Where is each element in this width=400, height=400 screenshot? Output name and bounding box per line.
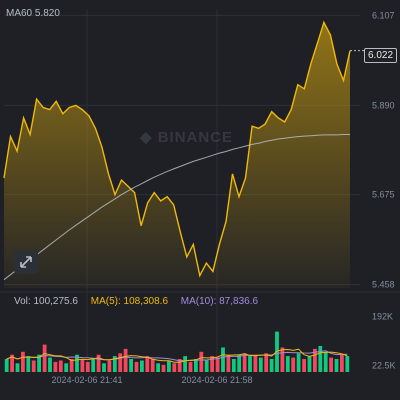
volume-bar	[161, 364, 166, 372]
volume-bar	[167, 360, 171, 372]
x-tick-label: 2024-02-06 21:41	[51, 375, 122, 385]
volume-bar	[96, 354, 101, 372]
volume-bar	[48, 357, 52, 372]
volume-bar	[296, 353, 301, 372]
volume-bar	[118, 353, 123, 372]
volume-bar	[188, 361, 193, 372]
volume-bar	[91, 359, 96, 372]
volume-bar	[75, 354, 79, 372]
volume-bar	[318, 346, 323, 372]
price-tick-label: 5.458	[372, 280, 395, 290]
volume-legend: Vol: 100,275.6 MA(5): 108,308.6 MA(10): …	[14, 296, 260, 307]
ma60-line	[3, 134, 350, 281]
volume-bar	[242, 353, 247, 372]
volume-ma5: MA(5): 108,308.6	[90, 296, 168, 307]
price-line	[3, 20, 351, 278]
volume-bar	[334, 359, 339, 372]
volume-bar	[15, 363, 20, 372]
volume-bar	[37, 354, 41, 372]
volume-bar	[323, 351, 328, 372]
volume-bar	[307, 356, 312, 372]
volume-bar	[177, 359, 182, 372]
volume-ma5-line	[6, 348, 348, 363]
volume-bar	[313, 348, 317, 372]
volume-value: Vol: 100,275.6	[14, 296, 78, 307]
volume-bar	[150, 359, 155, 372]
volume-bar	[4, 359, 9, 372]
current-price-tag: 6.022	[364, 48, 398, 63]
price-area	[4, 22, 350, 289]
expand-arrows-icon	[20, 256, 32, 268]
volume-tick-label: 192K	[372, 312, 393, 322]
volume-bar	[156, 363, 160, 372]
watermark-text: BINANCE	[157, 129, 234, 146]
volume-bar	[26, 356, 31, 372]
volume-bar	[85, 361, 90, 372]
volume-bar	[107, 360, 112, 372]
price-tick-label: 5.890	[372, 100, 395, 110]
binance-logo-icon: ◆	[140, 129, 153, 146]
volume-bar	[285, 356, 290, 372]
volume-bar	[210, 356, 214, 372]
volume-bar	[21, 351, 25, 372]
volume-bar	[80, 359, 85, 372]
volume-bar	[183, 356, 187, 372]
volume-bar	[129, 359, 133, 372]
volume-bar	[231, 359, 236, 372]
volume-bar	[172, 363, 177, 372]
volume-bar	[258, 357, 263, 372]
volume-bar	[31, 360, 36, 372]
volume-tick-label: 22.5K	[372, 361, 396, 371]
volume-bar	[226, 354, 231, 372]
volume-bar	[194, 359, 198, 372]
price-tick-label: 6.107	[372, 10, 395, 20]
ma60-label: MA60 5.820	[6, 8, 60, 19]
price-tick-label: 5.675	[372, 190, 395, 200]
volume-bar	[345, 356, 350, 372]
volume-bar	[10, 354, 14, 372]
volume-bar	[264, 353, 269, 372]
volume-bar	[253, 354, 258, 372]
volume-bar	[248, 356, 252, 372]
volume-bar	[145, 356, 150, 372]
expand-button[interactable]	[14, 250, 38, 274]
volume-bar	[123, 348, 128, 372]
volume-bar	[280, 347, 285, 372]
volume-bar	[291, 357, 296, 372]
volume-bar	[329, 357, 333, 372]
volume-bar	[221, 347, 225, 372]
volume-bar	[102, 363, 106, 372]
volume-bar	[237, 354, 242, 372]
volume-bar	[199, 351, 204, 372]
volume-bar	[340, 354, 344, 372]
volume-bar	[69, 359, 74, 372]
watermark: ◆ BINANCE	[140, 128, 233, 146]
volume-bar	[215, 357, 220, 372]
volume-bar	[58, 360, 63, 372]
volume-bar	[140, 360, 144, 372]
volume-bar	[64, 363, 69, 372]
volume-bar	[134, 361, 139, 372]
volume-ma10: MA(10): 87,836.6	[180, 296, 259, 307]
volume-bar	[204, 360, 209, 372]
volume-bar	[112, 356, 117, 372]
volume-bar	[269, 359, 274, 372]
volume-bar	[302, 359, 306, 372]
x-tick-label: 2024-02-06 21:58	[181, 375, 252, 385]
volume-bar	[42, 344, 47, 372]
volume-bar	[53, 361, 58, 372]
